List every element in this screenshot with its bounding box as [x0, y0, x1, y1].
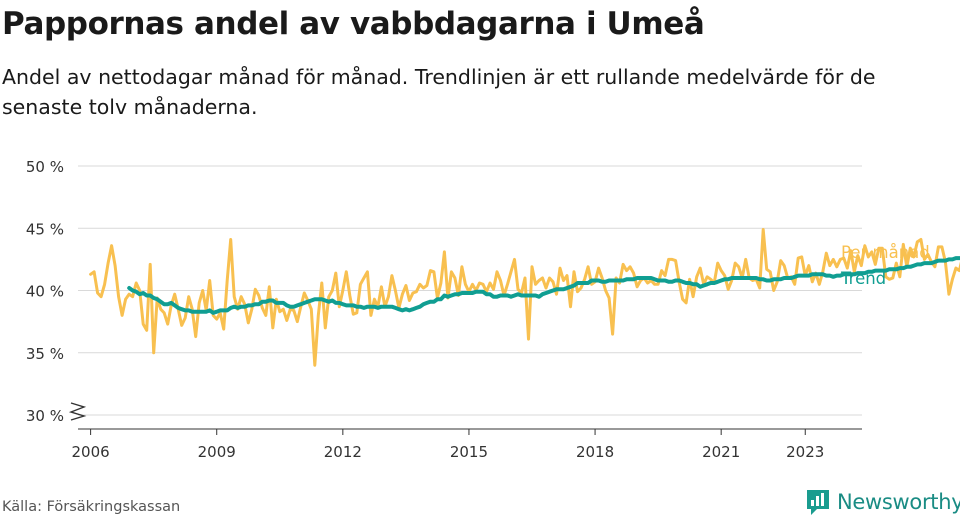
legend: Per månad Trend	[840, 243, 930, 288]
legend-label: Trend	[840, 269, 886, 288]
newsworthy-logo-icon	[807, 490, 829, 515]
axis-break-icon	[68, 402, 87, 421]
y-tick-label: 35 %	[26, 345, 64, 363]
source-note: Källa: Försäkringskassan	[2, 499, 181, 515]
series-lines	[89, 228, 960, 367]
series-line-trend	[127, 256, 960, 315]
x-tick-label: 2018	[576, 443, 614, 461]
x-tick-label: 2012	[324, 443, 362, 461]
x-tick-label: 2023	[786, 443, 824, 461]
x-axis: 2006 2009 2012 2015 2018 2021 2023	[72, 428, 862, 461]
series-line-per-manad	[89, 228, 960, 367]
y-tick-label: 40 %	[26, 283, 64, 301]
y-tick-label: 50 %	[26, 158, 64, 176]
y-tick-label: 30 %	[26, 407, 64, 425]
x-tick-label: 2015	[450, 443, 488, 461]
line-chart: 30 % 35 % 40 % 45 % 50 % 2006 2009 2012 2015 201…	[26, 158, 960, 461]
legend-label: Per månad	[841, 243, 930, 262]
y-axis: 30 % 35 % 40 % 45 % 50 %	[26, 158, 87, 425]
x-tick-label: 2009	[198, 443, 236, 461]
brand-name: Newsworthy	[837, 490, 960, 514]
y-tick-label: 45 %	[26, 220, 64, 238]
x-tick-label: 2021	[702, 443, 740, 461]
chart-subtitle: Andel av nettodagar månad för månad. Tre…	[2, 65, 876, 119]
x-tick-label: 2006	[72, 443, 110, 461]
newsworthy-brand[interactable]: Newsworthy	[805, 488, 960, 516]
chart-title: Pappornas andel av vabbdagarna i Umeå	[2, 6, 705, 42]
